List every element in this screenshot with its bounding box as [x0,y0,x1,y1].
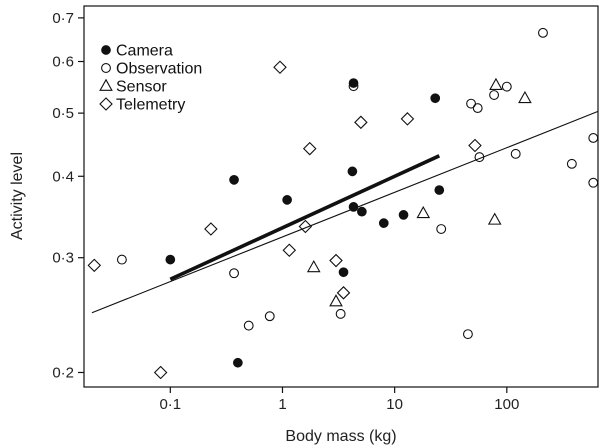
observation-point [335,308,346,319]
telemetry-point [468,138,482,153]
x-tick-label: 100 [494,396,519,413]
sensor-point [489,77,503,91]
camera-point [430,93,441,104]
telemetry-point [153,365,168,380]
sensor-point [487,212,502,225]
telemetry-point [298,219,313,234]
y-axis-title: Activity level [9,152,26,240]
sensor-point [329,294,343,307]
data-points [87,27,599,380]
telemetry-point [336,286,351,300]
observation-point [474,152,485,163]
observation-point [566,158,577,169]
observation-point [264,311,275,322]
observation-point [472,103,483,114]
overall-fit-line [91,110,599,314]
camera-point [378,218,389,228]
observation-point [538,27,548,38]
camera-legend-label: Camera [116,43,173,60]
y-tick-label: 0·2 [52,364,74,381]
sensor-legend-marker [99,78,113,91]
observation-legend-marker [101,63,111,73]
y-tick-label: 0·5 [52,105,74,122]
camera-fit-line [169,154,441,281]
camera-point [232,357,243,368]
telemetry-point [204,222,218,236]
observation-point [229,268,240,279]
x-tick-label: 0·1 [159,396,181,413]
fit-lines [91,110,599,314]
observation-point [243,320,254,331]
telemetry-point [329,253,343,268]
x-axis-title: Body mass (kg) [285,428,396,445]
observation-legend-label: Observation [116,61,202,78]
camera-legend-marker [101,45,111,55]
y-tick-label: 0·4 [52,168,74,185]
observation-point [510,148,521,159]
telemetry-point [354,115,368,130]
telemetry-legend-label: Telemetry [116,97,185,114]
x-tick-label: 10 [386,396,403,413]
observation-point [466,98,477,109]
telemetry-point [273,60,287,75]
observation-point [116,254,127,265]
camera-point [398,210,409,220]
camera-point [165,254,176,265]
y-tick-label: 0·3 [52,250,74,267]
camera-point [347,166,358,177]
x-axis: 0·1 1 10 100 [159,387,519,413]
observation-point [462,329,473,340]
observation-point [489,90,500,100]
telemetry-point [282,243,297,258]
camera-point [282,195,292,205]
telemetry-point [87,258,102,273]
camera-point [229,174,239,185]
plot-area-frame [83,5,599,388]
sensor-point [416,205,431,219]
camera-point [434,185,445,195]
sensor-legend-label: Sensor [116,79,167,96]
camera-point [348,202,359,212]
observation-point [348,81,359,92]
observation-point [588,177,599,188]
x-tick-label: 1 [278,396,286,413]
camera-point [357,206,367,217]
y-tick-label: 0·7 [52,10,74,27]
y-tick-label: 0·6 [52,54,74,71]
camera-point [348,78,359,88]
observation-point [501,81,512,92]
camera-point [338,267,349,278]
observation-point [588,133,599,143]
telemetry-legend-marker [99,97,113,111]
y-axis: 0·2 0·3 0·4 0·5 0·6 0·7 [52,10,84,381]
sensor-point [518,90,532,104]
observation-point [436,224,447,234]
sensor-point [306,259,321,273]
telemetry-point [400,112,415,126]
telemetry-point [302,141,317,156]
